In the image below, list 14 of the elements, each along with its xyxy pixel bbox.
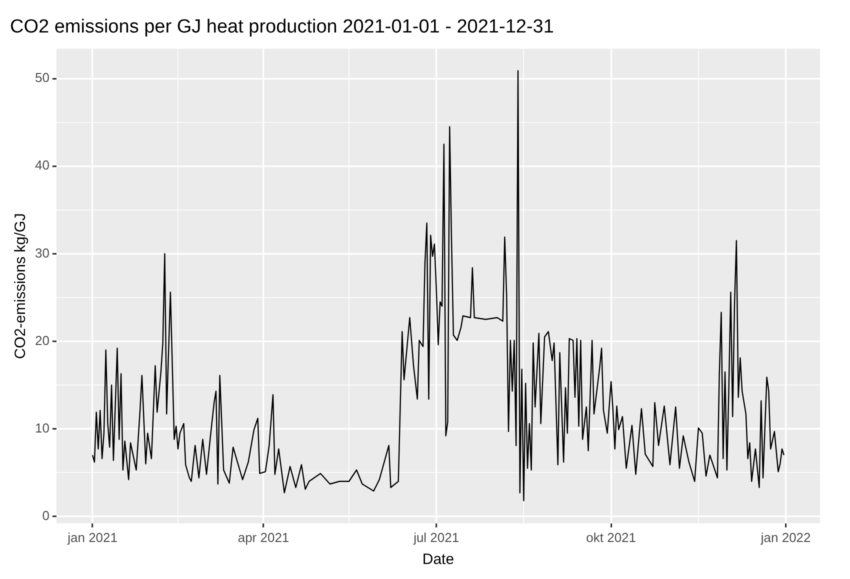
x-tick-label: jul 2021	[412, 530, 460, 545]
y-tick-label: 10	[34, 420, 50, 436]
y-tick-label: 40	[34, 158, 50, 173]
x-tick-label: apr 2021	[238, 530, 290, 545]
y-tick-label: 30	[34, 245, 50, 260]
x-tick-label: jan 2022	[760, 530, 811, 545]
x-tick-label: jan 2021	[66, 530, 118, 545]
y-tick-label: 0	[42, 508, 50, 523]
x-axis-title: Date	[422, 551, 454, 568]
y-tick-label: 20	[34, 332, 50, 348]
chart-title: CO2 emissions per GJ heat production 2021-01-01 - 2021-12-31	[10, 16, 554, 38]
y-axis-title: CO2-emissions kg/GJ	[12, 213, 30, 360]
y-tick-label: 50	[34, 70, 50, 86]
x-tick-label: okt 2021	[586, 530, 636, 545]
